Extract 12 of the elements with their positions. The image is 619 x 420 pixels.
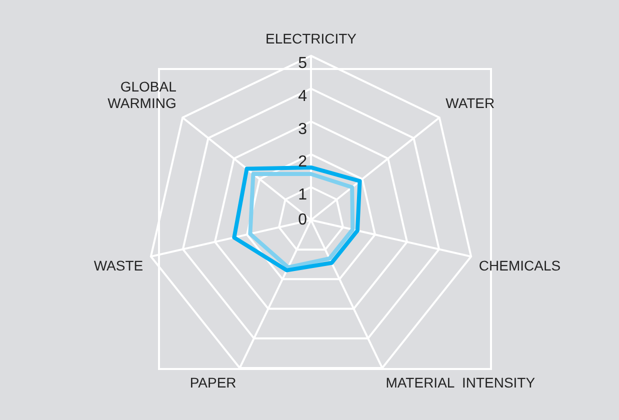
spoke-label: PAPER: [190, 374, 236, 390]
y-tick-label: 3: [298, 120, 308, 138]
y-tick-label: 1: [298, 186, 308, 204]
spoke-label: GLOBAL WARMING: [108, 78, 177, 112]
spoke-label: MATERIAL INTENSITY: [386, 374, 536, 390]
spoke-label: WATER: [446, 95, 495, 112]
spoke-label: ELECTRICITY: [265, 30, 358, 46]
y-tick-label: 0: [298, 211, 308, 228]
y-tick-label: 5: [298, 55, 308, 72]
spoke-label: CHEMICALS: [478, 258, 561, 274]
y-tick-label: 4: [298, 88, 308, 106]
spoke-label: WASTE: [94, 258, 144, 274]
